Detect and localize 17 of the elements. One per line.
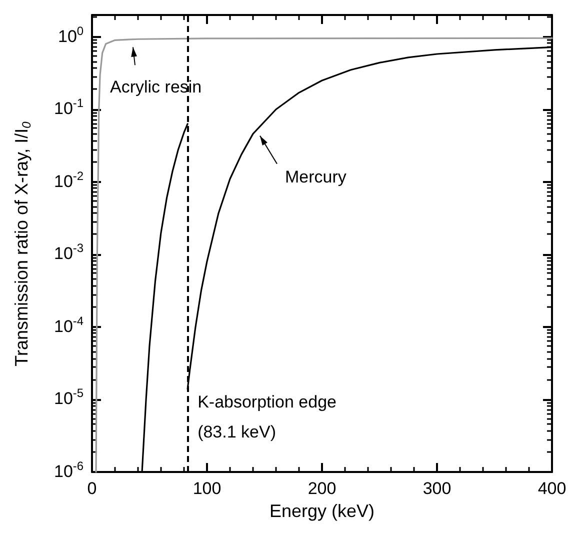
y-tick-label: 10$^{-2}$ [54,168,84,191]
y-tick-label: 10$^{-1}$ [54,96,84,118]
x-axis-title: Energy (keV) [269,501,375,521]
annotation: Acrylic resin [110,78,202,97]
x-tick-label: 300 [422,479,452,498]
y-tick-label: 10$^{-6}$ [54,459,84,481]
y-tick-label: 10$^{-4}$ [54,314,84,336]
y-tick-label: 10$^{0}$ [58,24,84,46]
x-tick-label: 0 [87,479,97,498]
y-tick-label: 10$^{-3}$ [54,241,84,264]
x-tick-label: 200 [308,479,336,498]
annotation: Mercury [285,167,347,186]
line-series [95,37,553,473]
y-tick-label: 10$^{-5}$ [54,386,84,408]
ref-line-label: K-absorption edge (83.1 keV) [198,392,337,442]
x-tick-label: 400 [538,479,566,498]
x-tick-label: 100 [192,479,222,498]
